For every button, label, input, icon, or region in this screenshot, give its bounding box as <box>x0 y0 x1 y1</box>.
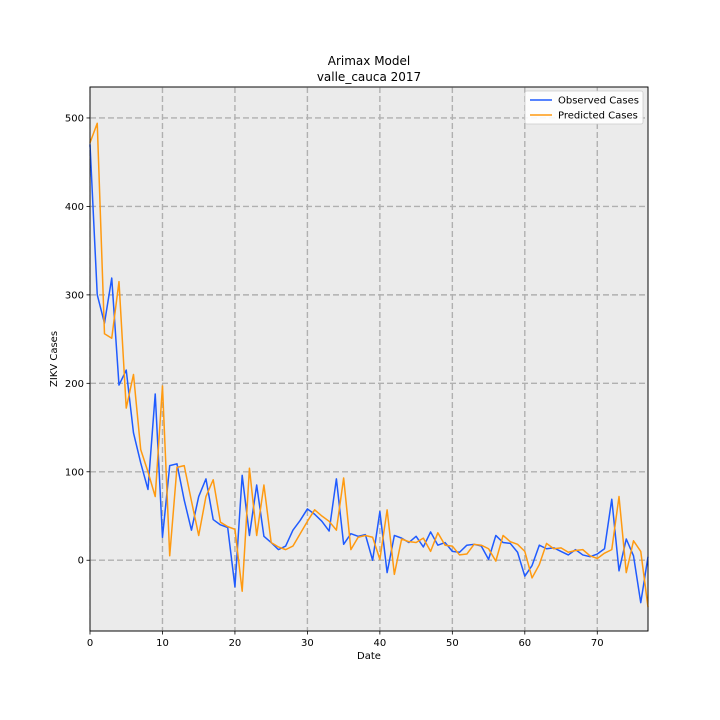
x-tick-label: 40 <box>374 638 387 649</box>
grid-lines <box>89 87 648 631</box>
y-tick-label: 100 <box>65 467 84 478</box>
axis-ticks: 0 10 20 30 40 50 60 70 0 100 200 300 400 500 <box>65 113 604 649</box>
x-tick-label: 0 <box>87 638 93 649</box>
legend-box <box>524 90 644 125</box>
x-tick-label: 20 <box>229 638 242 649</box>
y-tick-label: 500 <box>65 113 84 124</box>
x-tick-label: 10 <box>156 638 169 649</box>
x-tick-label: 30 <box>301 638 314 649</box>
x-tick-label: 50 <box>446 638 459 649</box>
y-tick-label: 200 <box>65 379 84 390</box>
y-tick-label: 300 <box>65 290 84 301</box>
legend-label-observed: Observed Cases <box>558 96 639 107</box>
plot-area <box>89 86 649 632</box>
predicted-cases-line <box>89 122 649 608</box>
series-lines <box>89 122 649 608</box>
chart-subtitle: valle_cauca 2017 <box>317 70 421 84</box>
legend-label-predicted: Predicted Cases <box>558 111 638 122</box>
x-tick-label: 70 <box>591 638 604 649</box>
y-tick-label: 0 <box>78 556 84 567</box>
x-axis-label: Date <box>357 651 381 662</box>
y-axis-label: ZIKV Cases <box>49 331 60 387</box>
y-tick-label: 400 <box>65 202 84 213</box>
x-tick-label: 60 <box>518 638 531 649</box>
plot-frame <box>89 86 649 632</box>
chart-title: Arimax Model <box>328 54 410 68</box>
legend: Observed Cases Predicted Cases <box>524 90 644 125</box>
